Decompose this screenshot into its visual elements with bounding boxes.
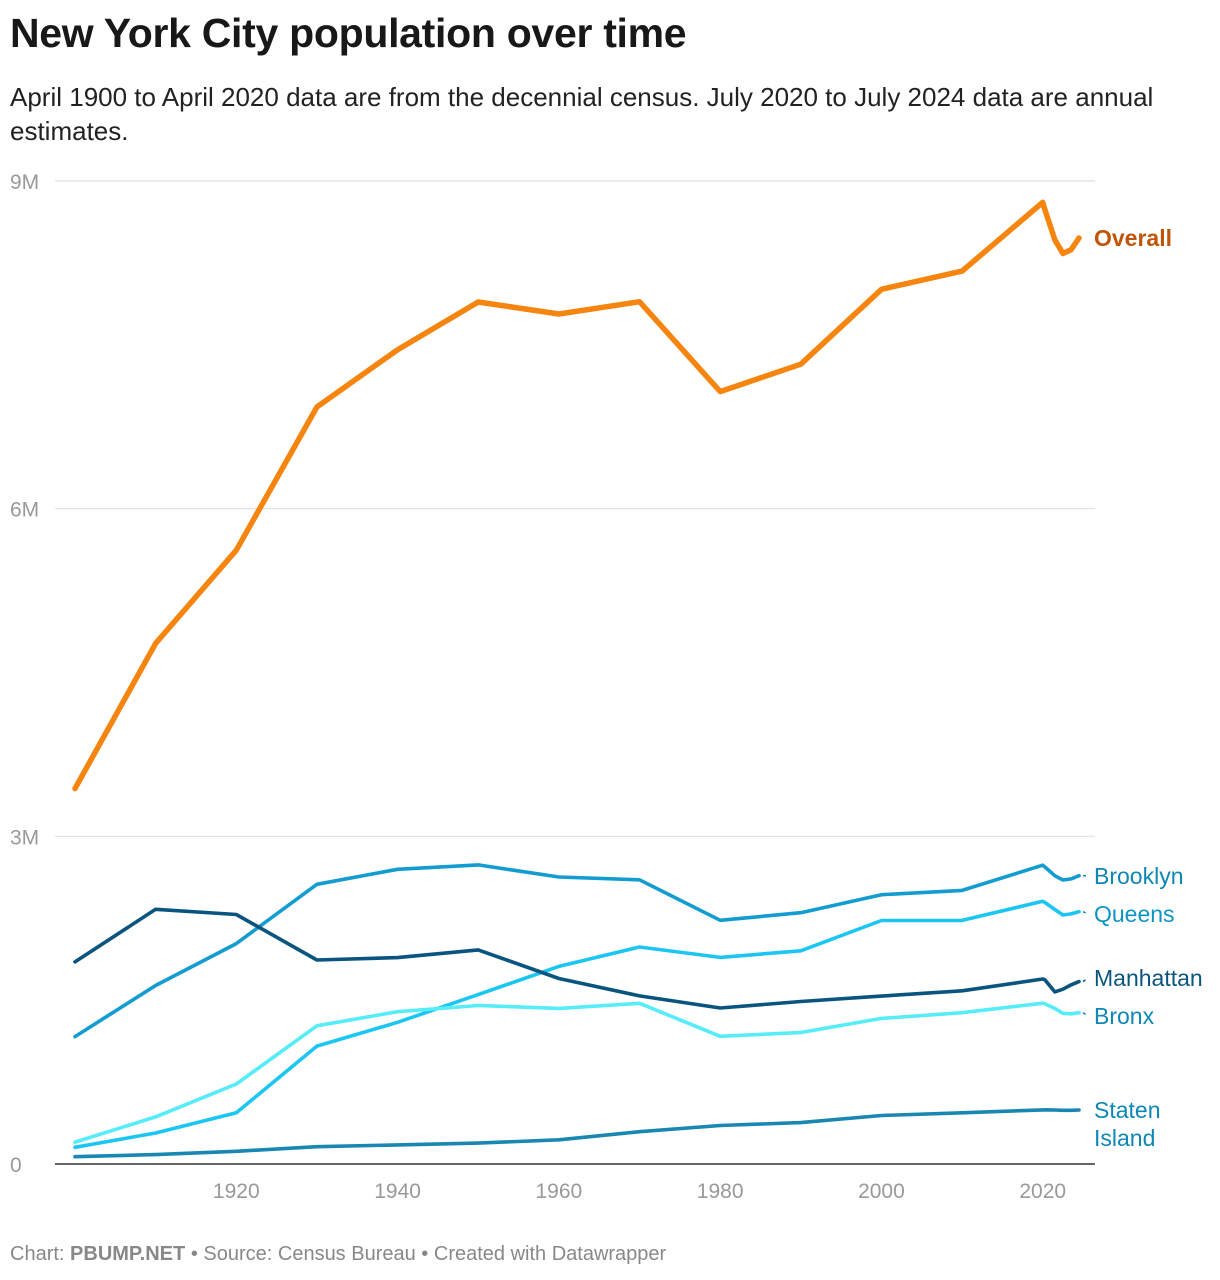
series-labels: Overall Brooklyn Queens Manhattan Bronx State… [1082, 225, 1203, 1151]
y-tick-label: 6M [10, 499, 39, 522]
series-label-staten-island: Island [1094, 1125, 1155, 1151]
x-tick-label: 2020 [1019, 1180, 1066, 1203]
series-line-queens [73, 899, 1081, 1150]
footer-created-with: Created with Datawrapper [433, 1243, 667, 1265]
series-label-queens: Queens [1094, 901, 1175, 927]
chart-footer: Chart: PBUMP.NET • Source: Census Bureau… [10, 1243, 666, 1266]
series-line-manhattan [73, 907, 1081, 1010]
y-tick-label: 9M [10, 171, 39, 194]
x-tick-label: 1920 [213, 1180, 260, 1203]
x-tick-label: 1960 [536, 1180, 583, 1203]
grid-lines [55, 180, 1095, 1165]
footer-separator: • [190, 1243, 198, 1265]
series-label-overall: Overall [1094, 225, 1172, 251]
x-tick-label: 2000 [858, 1180, 905, 1203]
chart-subtitle: April 1900 to April 2020 data are from t… [10, 82, 1154, 146]
y-tick-label: 3M [10, 826, 39, 849]
chart-title: New York City population over time [10, 10, 687, 56]
series-lines [72, 199, 1082, 1159]
series-line-bronx [73, 1001, 1081, 1144]
x-tick-label: 1980 [697, 1180, 744, 1203]
footer-source: Source: Census Bureau [203, 1243, 416, 1265]
footer-chart-author[interactable]: PBUMP.NET [70, 1243, 186, 1265]
series-label-brooklyn: Brooklyn [1094, 863, 1183, 889]
footer-separator: • [421, 1243, 429, 1265]
label-connector [1082, 977, 1089, 983]
x-axis-tick-labels: 1920 1940 1960 1980 2000 2020 [213, 1180, 1066, 1203]
label-connector [1082, 1012, 1089, 1017]
label-connector [1082, 911, 1089, 915]
y-tick-label: 0 [10, 1154, 22, 1177]
footer-chart-prefix: Chart: [10, 1243, 65, 1265]
series-line-staten-island [73, 1108, 1081, 1159]
series-label-manhattan: Manhattan [1094, 965, 1203, 991]
series-line-brooklyn [73, 863, 1081, 1039]
series-label-bronx: Bronx [1094, 1003, 1155, 1029]
series-line-overall [72, 199, 1082, 792]
series-label-staten-island: Staten [1094, 1097, 1161, 1123]
y-axis-tick-labels: 0 3M 6M 9M [10, 171, 39, 1177]
x-tick-label: 1940 [374, 1180, 421, 1203]
